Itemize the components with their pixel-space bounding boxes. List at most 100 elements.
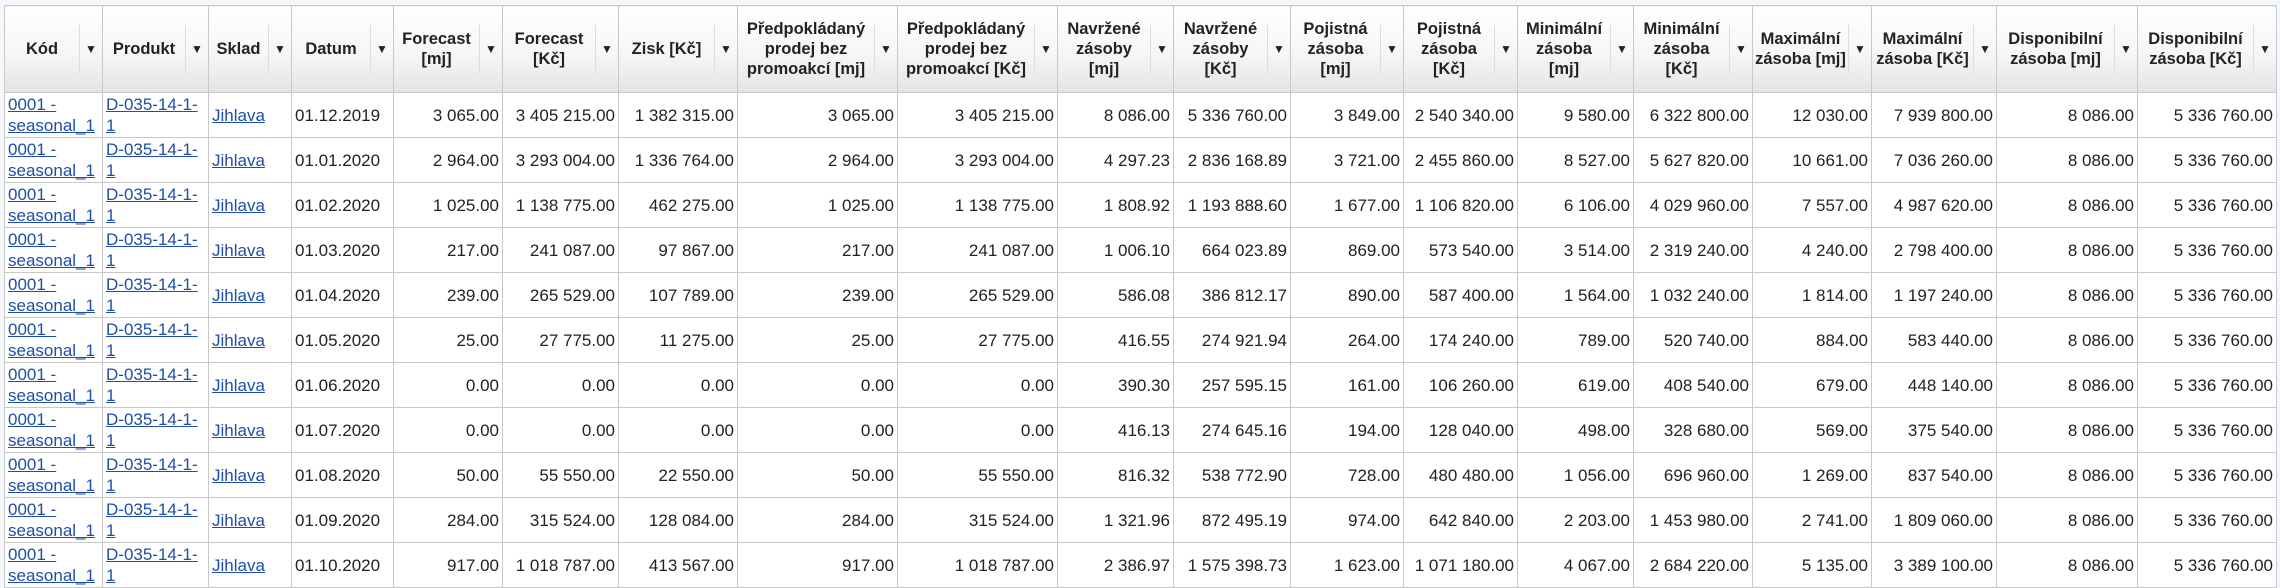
filter-dropdown-icon[interactable]: ▼ — [1735, 42, 1747, 56]
code-link[interactable]: 0001 - seasonal_1 — [8, 500, 95, 540]
warehouse-link[interactable]: Jihlava — [212, 195, 265, 215]
filter-dropdown-icon[interactable]: ▼ — [2120, 42, 2132, 56]
column-header[interactable]: Předpokládaný prodej bez promoakcí [mj] ▼ — [737, 5, 898, 93]
filter-dropdown-icon[interactable]: ▼ — [485, 42, 497, 56]
column-header-label[interactable]: Minimální zásoba [Kč] — [1643, 20, 1720, 78]
code-link[interactable]: 0001 - seasonal_1 — [8, 275, 95, 315]
warehouse-link[interactable]: Jihlava — [212, 510, 265, 530]
column-header-label[interactable]: Navržené zásoby [Kč] — [1183, 20, 1258, 78]
product-link[interactable]: D-035-14-1-1 — [106, 455, 198, 495]
product-link[interactable]: D-035-14-1-1 — [106, 140, 198, 180]
product-link[interactable]: D-035-14-1-1 — [106, 500, 198, 540]
product-link[interactable]: D-035-14-1-1 — [106, 95, 198, 135]
filter-dropdown-icon[interactable]: ▼ — [1854, 42, 1866, 56]
warehouse-link[interactable]: Jihlava — [212, 465, 265, 485]
column-header-label[interactable]: Maximální zásoba [mj] — [1755, 30, 1846, 68]
column-header-label[interactable]: Maximální zásoba [Kč] — [1876, 30, 1969, 68]
column-header-label[interactable]: Forecast [mj] — [402, 30, 471, 68]
filter-dropdown-icon[interactable]: ▼ — [1386, 42, 1398, 56]
column-header[interactable]: Zisk [Kč] ▼ — [618, 5, 738, 93]
column-header-label[interactable]: Předpokládaný prodej bez promoakcí [mj] — [746, 20, 866, 78]
warehouse-link[interactable]: Jihlava — [212, 375, 265, 395]
filter-dropdown-icon[interactable]: ▼ — [880, 42, 892, 56]
column-header[interactable]: Kód ▼ — [4, 5, 103, 93]
column-separator — [874, 25, 875, 73]
table-row: 0001 - seasonal_1 D-035-14-1-1 Jihlava 01.0… — [4, 362, 2277, 408]
column-header-label[interactable]: Produkt — [112, 40, 176, 58]
value-cell: 1 071 180.00 — [1403, 542, 1518, 588]
column-header[interactable]: Produkt ▼ — [102, 5, 209, 93]
warehouse-link[interactable]: Jihlava — [212, 150, 265, 170]
code-link[interactable]: 0001 - seasonal_1 — [8, 185, 95, 225]
warehouse-link[interactable]: Jihlava — [212, 420, 265, 440]
column-header[interactable]: Forecast [Kč] ▼ — [502, 5, 619, 93]
warehouse-link[interactable]: Jihlava — [212, 240, 265, 260]
code-link[interactable]: 0001 - seasonal_1 — [8, 455, 95, 495]
filter-dropdown-icon[interactable]: ▼ — [1500, 42, 1512, 56]
column-header[interactable]: Pojistná zásoba [mj] ▼ — [1290, 5, 1404, 93]
column-header[interactable]: Sklad ▼ — [208, 5, 292, 93]
column-header-label[interactable]: Minimální zásoba [mj] — [1525, 20, 1603, 78]
filter-dropdown-icon[interactable]: ▼ — [1979, 42, 1991, 56]
product-link[interactable]: D-035-14-1-1 — [106, 365, 198, 405]
filter-dropdown-icon[interactable]: ▼ — [191, 42, 203, 56]
code-link[interactable]: 0001 - seasonal_1 — [8, 95, 95, 135]
column-header-label[interactable]: Sklad — [216, 40, 261, 58]
column-header[interactable]: Datum ▼ — [291, 5, 394, 93]
code-link[interactable]: 0001 - seasonal_1 — [8, 365, 95, 405]
warehouse-cell: Jihlava — [208, 452, 292, 498]
value-cell: 872 495.19 — [1173, 497, 1291, 543]
column-header-label[interactable]: Navržené zásoby [mj] — [1067, 20, 1141, 78]
code-link[interactable]: 0001 - seasonal_1 — [8, 140, 95, 180]
warehouse-link[interactable]: Jihlava — [212, 285, 265, 305]
column-header[interactable]: Navržené zásoby [mj] ▼ — [1057, 5, 1174, 93]
column-header-label[interactable]: Disponibilní zásoba [Kč] — [2148, 30, 2243, 68]
column-header-label[interactable]: Zisk [Kč] — [631, 40, 702, 58]
column-separator — [1034, 25, 1035, 73]
code-cell: 0001 - seasonal_1 — [4, 362, 103, 408]
column-header-label[interactable]: Pojistná zásoba [Kč] — [1416, 20, 1482, 78]
filter-dropdown-icon[interactable]: ▼ — [1273, 42, 1285, 56]
filter-dropdown-icon[interactable]: ▼ — [720, 42, 732, 56]
code-link[interactable]: 0001 - seasonal_1 — [8, 230, 95, 270]
product-link[interactable]: D-035-14-1-1 — [106, 320, 198, 360]
column-header-label[interactable]: Pojistná zásoba [mj] — [1303, 20, 1368, 78]
product-link[interactable]: D-035-14-1-1 — [106, 410, 198, 450]
product-link[interactable]: D-035-14-1-1 — [106, 545, 198, 585]
column-header[interactable]: Navržené zásoby [Kč] ▼ — [1173, 5, 1291, 93]
filter-dropdown-icon[interactable]: ▼ — [2259, 42, 2271, 56]
column-header-label[interactable]: Kód — [25, 40, 59, 58]
warehouse-link[interactable]: Jihlava — [212, 330, 265, 350]
product-link[interactable]: D-035-14-1-1 — [106, 230, 198, 270]
warehouse-link[interactable]: Jihlava — [212, 555, 265, 575]
column-header[interactable]: Disponibilní zásoba [Kč] ▼ — [2137, 5, 2277, 93]
code-link[interactable]: 0001 - seasonal_1 — [8, 320, 95, 360]
column-header-label[interactable]: Disponibilní zásoba [mj] — [2008, 30, 2103, 68]
column-header-label[interactable]: Forecast [Kč] — [514, 30, 584, 68]
filter-dropdown-icon[interactable]: ▼ — [1040, 42, 1052, 56]
column-header-label[interactable]: Předpokládaný prodej bez promoakcí [Kč] — [905, 20, 1027, 78]
filter-dropdown-icon[interactable]: ▼ — [376, 42, 388, 56]
value-cell: 12 030.00 — [1752, 92, 1872, 138]
filter-dropdown-icon[interactable]: ▼ — [274, 42, 286, 56]
column-header[interactable]: Maximální zásoba [Kč] ▼ — [1871, 5, 1997, 93]
filter-dropdown-icon[interactable]: ▼ — [1156, 42, 1168, 56]
filter-dropdown-icon[interactable]: ▼ — [85, 42, 97, 56]
product-link[interactable]: D-035-14-1-1 — [106, 185, 198, 225]
product-link[interactable]: D-035-14-1-1 — [106, 275, 198, 315]
column-header-label[interactable]: Datum — [305, 40, 357, 58]
column-header[interactable]: Disponibilní zásoba [mj] ▼ — [1996, 5, 2138, 93]
column-header[interactable]: Pojistná zásoba [Kč] ▼ — [1403, 5, 1518, 93]
product-cell: D-035-14-1-1 — [102, 227, 209, 273]
column-header[interactable]: Minimální zásoba [Kč] ▼ — [1633, 5, 1753, 93]
column-header[interactable]: Maximální zásoba [mj] ▼ — [1752, 5, 1872, 93]
column-header[interactable]: Minimální zásoba [mj] ▼ — [1517, 5, 1634, 93]
column-header[interactable]: Předpokládaný prodej bez promoakcí [Kč] ▼ — [897, 5, 1058, 93]
filter-dropdown-icon[interactable]: ▼ — [1616, 42, 1628, 56]
column-header[interactable]: Forecast [mj] ▼ — [393, 5, 503, 93]
code-link[interactable]: 0001 - seasonal_1 — [8, 545, 95, 585]
filter-dropdown-icon[interactable]: ▼ — [601, 42, 613, 56]
warehouse-link[interactable]: Jihlava — [212, 105, 265, 125]
date-cell: 01.02.2020 — [291, 182, 394, 228]
code-link[interactable]: 0001 - seasonal_1 — [8, 410, 95, 450]
